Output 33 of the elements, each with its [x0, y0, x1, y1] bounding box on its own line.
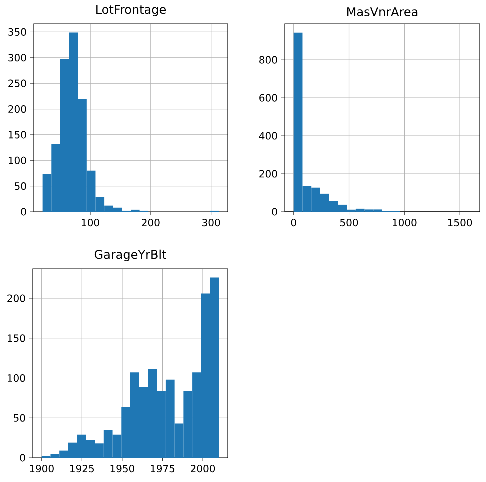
x-tick-label: 1925 [70, 465, 94, 473]
y-tick-label: 350 [8, 28, 26, 36]
x-tick-label: 500 [340, 219, 358, 227]
y-tick-label: 0 [21, 208, 26, 216]
chart-title: GarageYrBlt [94, 250, 166, 262]
x-tick-label: 1000 [393, 219, 417, 227]
x-tick-label: 1950 [110, 465, 134, 473]
x-tick-label: 1900 [30, 465, 54, 473]
y-tick-label: 150 [8, 334, 26, 342]
chart-title: MasVnrArea [348, 8, 418, 16]
x-tick-label: 2000 [191, 465, 216, 473]
y-tick-label: 400 [259, 132, 278, 140]
x-tick-label: 0 [291, 219, 296, 227]
y-tick-label: 150 [8, 131, 26, 139]
y-tick-label: 50 [15, 182, 26, 190]
x-tick-label: 1500 [448, 219, 472, 227]
y-tick-label: 200 [8, 105, 26, 114]
y-tick-label: 100 [8, 374, 26, 382]
y-tick-label: 300 [8, 54, 26, 62]
chart-title: LotFrontage [96, 5, 166, 16]
x-tick-label: 1975 [151, 465, 175, 473]
y-tick-label: 600 [260, 94, 278, 102]
y-tick-label: 0 [20, 454, 26, 462]
x-tick-label: 100 [82, 219, 100, 227]
x-tick-label: 200 [142, 219, 160, 227]
y-tick-label: 200 [260, 170, 278, 178]
y-tick-label: 100 [8, 156, 26, 164]
y-tick-label: 50 [14, 414, 26, 422]
y-tick-label: 200 [8, 294, 26, 302]
y-tick-label: 0 [272, 208, 278, 216]
y-tick-label: 250 [8, 80, 26, 88]
y-tick-label: 800 [260, 56, 278, 64]
x-tick-label: 300 [202, 219, 220, 227]
